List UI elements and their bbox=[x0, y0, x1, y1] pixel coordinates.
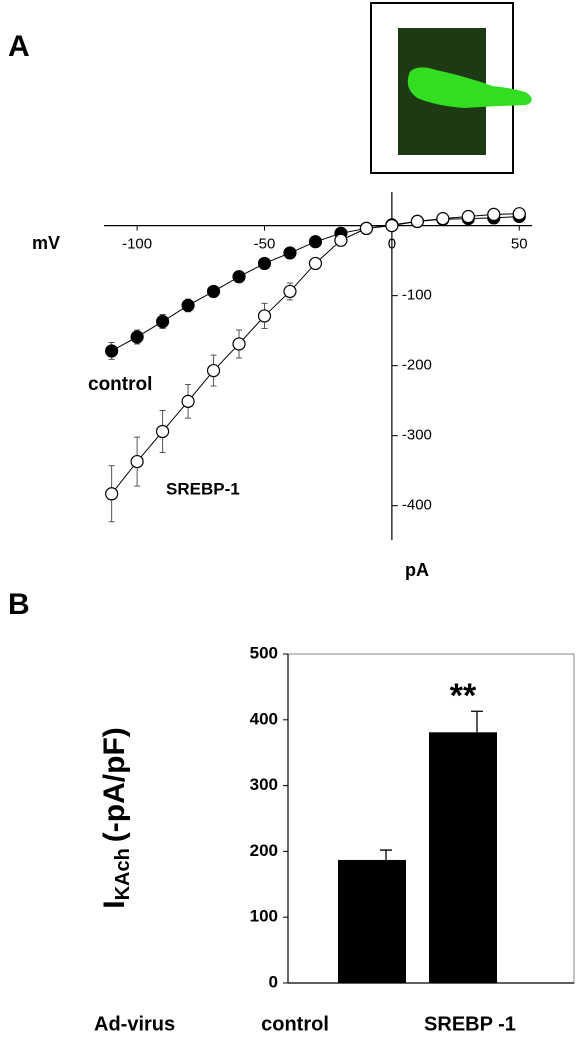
y-label-rest: (-pA/pF) bbox=[98, 727, 131, 842]
marker bbox=[105, 344, 119, 358]
x-tick-label: control bbox=[261, 1013, 329, 1035]
y-tick-label: 400 bbox=[250, 709, 278, 728]
x-tick-label: SREBP -1 bbox=[424, 1013, 516, 1035]
marker bbox=[105, 487, 119, 501]
marker bbox=[308, 256, 323, 271]
panel-letter: A bbox=[8, 30, 30, 63]
cell bbox=[407, 67, 532, 108]
series-label: control bbox=[88, 374, 152, 395]
marker bbox=[308, 235, 323, 249]
y-tick-label: 100 bbox=[250, 907, 278, 926]
x-tick-label: -100 bbox=[122, 236, 152, 253]
bar bbox=[429, 732, 497, 983]
marker bbox=[181, 394, 195, 408]
bar bbox=[338, 859, 406, 983]
marker bbox=[283, 284, 297, 299]
marker bbox=[232, 337, 246, 351]
series-label: SREBP-1 bbox=[166, 479, 240, 498]
marker bbox=[257, 309, 272, 323]
marker bbox=[206, 363, 221, 378]
y-tick-label: -200 bbox=[402, 357, 432, 374]
marker bbox=[130, 330, 144, 344]
marker bbox=[130, 454, 144, 469]
marker bbox=[436, 212, 450, 226]
y-tick-label: -300 bbox=[402, 427, 432, 444]
marker bbox=[206, 284, 221, 299]
inset-image bbox=[370, 2, 532, 174]
marker bbox=[461, 209, 475, 224]
panel-letter: B bbox=[8, 588, 30, 621]
x-tick-label: 0 bbox=[388, 236, 396, 253]
y-tick-label: -400 bbox=[402, 497, 432, 514]
marker bbox=[334, 233, 348, 247]
y-label-main: I bbox=[98, 900, 131, 908]
marker bbox=[410, 214, 424, 229]
x-axis-label: Ad-virus bbox=[94, 1013, 175, 1035]
marker bbox=[487, 207, 501, 222]
y-tick-label: 500 bbox=[250, 643, 278, 662]
marker bbox=[232, 270, 246, 284]
y-tick-label: 200 bbox=[250, 841, 278, 860]
y-tick-label: 300 bbox=[250, 775, 278, 794]
marker bbox=[257, 256, 272, 271]
marker bbox=[512, 207, 526, 221]
error-bar bbox=[380, 849, 392, 860]
marker bbox=[155, 424, 170, 439]
marker bbox=[181, 298, 195, 313]
x-axis-label: mV bbox=[32, 233, 60, 253]
series-line bbox=[111, 213, 520, 495]
y-axis-label: pA bbox=[405, 560, 429, 580]
marker bbox=[359, 221, 374, 236]
marker bbox=[283, 246, 297, 260]
y-tick-label: 0 bbox=[269, 972, 278, 991]
y-label-sub: KAch bbox=[112, 848, 134, 900]
annotation: ** bbox=[450, 677, 477, 715]
marker bbox=[155, 314, 170, 329]
x-tick-label: -50 bbox=[254, 236, 276, 253]
marker bbox=[385, 219, 399, 233]
error-bar bbox=[471, 710, 483, 733]
y-tick-label: -100 bbox=[402, 287, 432, 304]
y-axis-label: IKAch (-pA/pF) bbox=[98, 727, 134, 909]
x-tick-label: 50 bbox=[511, 236, 528, 253]
